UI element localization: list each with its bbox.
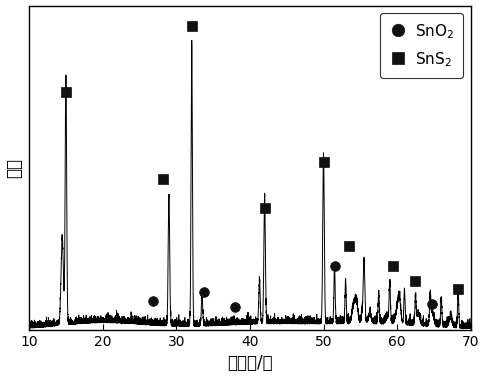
- X-axis label: 衍射角/度: 衍射角/度: [227, 355, 272, 372]
- Y-axis label: 强度: 强度: [5, 158, 24, 178]
- Legend: SnO$_2$, SnS$_2$: SnO$_2$, SnS$_2$: [379, 13, 462, 78]
